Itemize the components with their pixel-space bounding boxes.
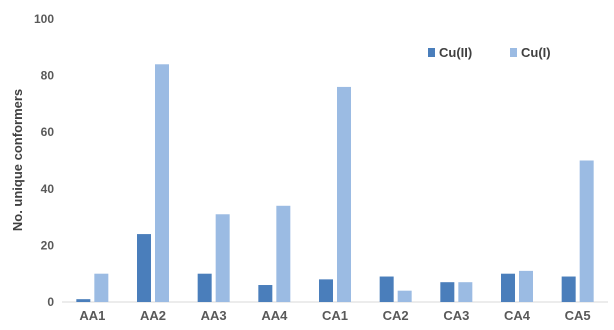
bar-ca5-cu-ii [561,276,576,302]
x-tick-label: AA2 [140,308,166,323]
y-tick-label: 40 [41,182,55,196]
legend-swatch [428,48,435,57]
y-tick-label: 80 [41,69,55,83]
legend: Cu(II) Cu(I) [428,45,551,60]
bar-aa4-cu-ii [258,285,273,302]
x-axis-labels: AA1 AA2 AA3 AA4 CA1 CA2 CA3 CA4 CA5 [79,308,590,323]
x-tick-label: AA3 [201,308,227,323]
bar-ca2-cu-i [397,290,412,302]
bar-aa3-cu-ii [197,273,212,302]
bar-ca5-cu-i [579,160,594,302]
bar-aa2-cu-i [155,64,169,302]
x-tick-label: CA4 [504,308,531,323]
x-tick-label: CA1 [322,308,348,323]
bar-ca2-cu-ii [379,276,394,302]
y-axis-title-group: No. unique conformers [10,89,25,231]
bar-ca3-cu-ii [440,282,455,302]
x-tick-label: AA4 [261,308,288,323]
legend-label: Cu(II) [439,45,472,60]
x-tick-label: CA3 [443,308,469,323]
y-tick-label: 0 [47,295,54,309]
bar-aa2-cu-ii [137,234,151,302]
legend-swatch [510,48,517,57]
y-axis-title: No. unique conformers [10,89,25,231]
y-tick-label: 20 [41,238,55,252]
y-axis-ticks: 0 20 40 60 80 100 [34,12,54,309]
bar-aa1-cu-i [94,273,109,302]
bar-ca1-cu-ii [319,279,333,302]
x-tick-label: CA2 [383,308,409,323]
bar-ca4-cu-i [519,270,533,302]
bar-aa1-cu-ii [76,299,91,302]
bar-ca1-cu-i [337,86,351,302]
y-tick-label: 100 [34,12,54,26]
x-tick-label: AA1 [79,308,105,323]
bar-ca3-cu-i [458,282,473,302]
bar-ca4-cu-ii [501,273,515,302]
y-tick-label: 60 [41,125,55,139]
legend-label: Cu(I) [521,45,551,60]
bar-aa3-cu-i [215,214,230,302]
bars [76,64,594,302]
x-tick-label: CA5 [565,308,591,323]
bar-aa4-cu-i [276,205,291,302]
